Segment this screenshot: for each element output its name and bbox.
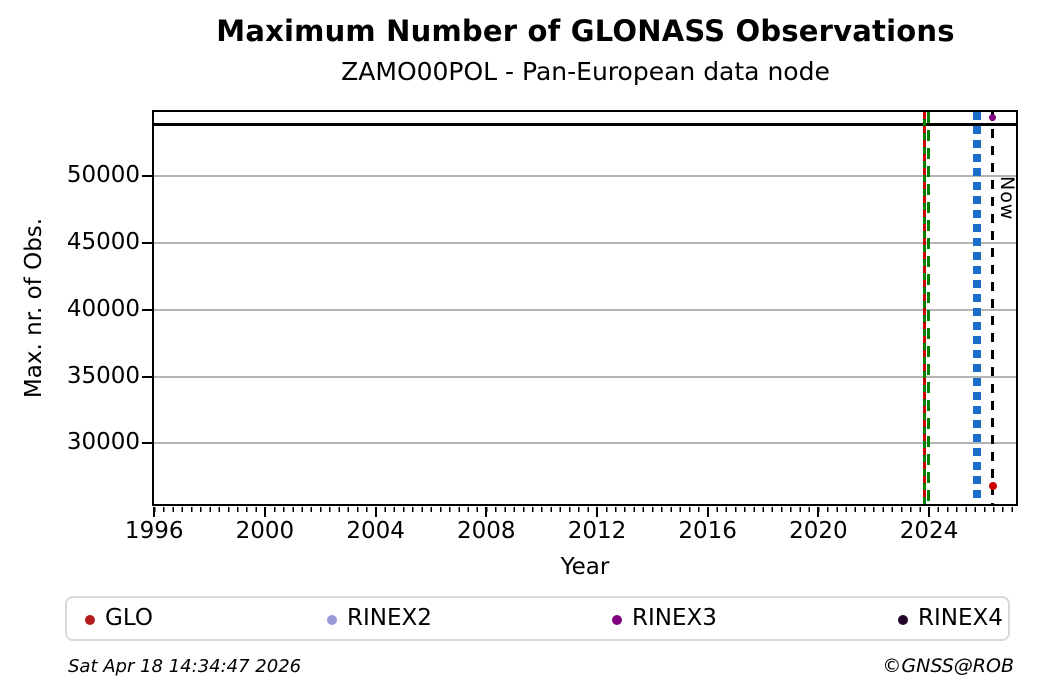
legend-label-glo: GLO bbox=[105, 605, 153, 631]
vline-green-dashed bbox=[926, 112, 931, 505]
max-obs-line bbox=[154, 123, 1018, 127]
footer-timestamp: Sat Apr 18 14:34:47 2026 bbox=[68, 656, 302, 677]
y-tick-label: 40000 bbox=[66, 295, 140, 322]
y-tick-label: 30000 bbox=[66, 429, 140, 456]
x-tick-label: 2020 bbox=[789, 518, 848, 544]
x-tick bbox=[595, 507, 598, 517]
x-tick bbox=[928, 507, 931, 517]
legend-marker-rinex3 bbox=[612, 615, 622, 625]
y-tick bbox=[142, 375, 152, 378]
x-tick-label: 2008 bbox=[457, 518, 516, 544]
vline-blue-dashed-1 bbox=[972, 112, 977, 505]
x-axis-label: Year bbox=[560, 554, 610, 580]
chart-subtitle: ZAMO00POL - Pan-European data node bbox=[341, 57, 830, 86]
now-annotation: Now bbox=[996, 176, 1018, 221]
gridline bbox=[154, 308, 1018, 311]
vline-red-dashed bbox=[923, 112, 927, 505]
x-tick-label: 1996 bbox=[124, 518, 184, 544]
legend-marker-glo bbox=[85, 615, 95, 625]
legend-label-rinex2: RINEX2 bbox=[347, 605, 432, 631]
y-tick bbox=[142, 308, 152, 311]
legend-marker-rinex2 bbox=[327, 615, 337, 625]
y-tick bbox=[142, 241, 152, 244]
y-tick-label: 50000 bbox=[66, 162, 140, 189]
gridline bbox=[154, 241, 1018, 244]
legend-label-rinex4: RINEX4 bbox=[918, 605, 1003, 631]
y-tick bbox=[142, 175, 152, 178]
data-point-rinex3 bbox=[989, 113, 997, 121]
x-tick bbox=[706, 507, 709, 517]
data-point-glo bbox=[988, 481, 997, 490]
y-tick bbox=[142, 442, 152, 445]
gridline bbox=[154, 375, 1018, 378]
x-minor-ticks bbox=[154, 507, 1018, 512]
x-tick bbox=[153, 507, 156, 517]
x-tick bbox=[263, 507, 266, 517]
gridline bbox=[154, 442, 1018, 445]
x-tick bbox=[374, 507, 377, 517]
gridline bbox=[154, 175, 1018, 178]
chart-title: Maximum Number of GLONASS Observations bbox=[216, 14, 955, 48]
y-tick-label: 35000 bbox=[66, 362, 140, 389]
legend: GLO RINEX2 RINEX3 RINEX4 bbox=[65, 596, 1010, 641]
x-tick-label: 2004 bbox=[346, 518, 405, 544]
footer-credit: ©GNSS@ROB bbox=[882, 655, 1014, 677]
legend-marker-rinex4 bbox=[898, 615, 908, 625]
x-tick-label: 2000 bbox=[235, 518, 295, 544]
x-tick-label: 2024 bbox=[899, 518, 959, 544]
vline-blue-dashed-2 bbox=[977, 112, 982, 505]
x-tick bbox=[817, 507, 820, 517]
legend-label-rinex3: RINEX3 bbox=[632, 605, 717, 631]
y-tick-label: 45000 bbox=[66, 228, 140, 255]
vline-now-line bbox=[991, 112, 994, 505]
x-tick-label: 2012 bbox=[567, 518, 627, 544]
x-tick bbox=[485, 507, 488, 517]
x-tick-label: 2016 bbox=[678, 518, 737, 544]
